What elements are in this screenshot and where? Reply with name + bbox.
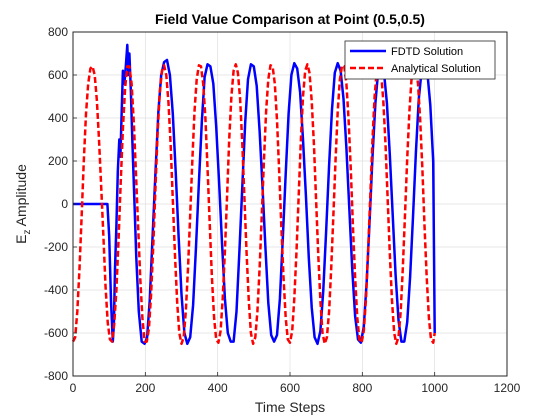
y-tick-label: 0 — [61, 197, 68, 211]
y-tick-label: -400 — [44, 283, 68, 297]
y-tick-label: 600 — [48, 68, 68, 82]
x-tick-label: 1200 — [494, 381, 521, 395]
y-tick-label: -200 — [44, 240, 68, 254]
x-tick-label: 200 — [135, 381, 155, 395]
y-tick-label: -800 — [44, 369, 68, 383]
x-tick-label: 1000 — [421, 381, 448, 395]
legend: FDTD Solution Analytical Solution — [344, 40, 496, 80]
y-axis-label-main: E — [13, 235, 29, 244]
y-tick-label: 800 — [48, 25, 68, 39]
x-tick-label: 800 — [352, 381, 372, 395]
legend-box — [344, 40, 496, 80]
chart-title: Field Value Comparison at Point (0.5,0.5… — [155, 11, 425, 27]
x-tick-label: 0 — [70, 381, 77, 395]
y-axis-label-rest: Amplitude — [13, 164, 29, 230]
x-tick-label: 400 — [208, 381, 228, 395]
y-tick-label: 400 — [48, 111, 68, 125]
series-line-fdtd — [73, 43, 436, 346]
x-tick-label: 600 — [280, 381, 300, 395]
y-axis-label-subscript: z — [22, 230, 33, 235]
y-tick-label: -600 — [44, 326, 68, 340]
ticks: 0 200 400 600 800 1000 1200 -800 -600 -400 -200 0 20… — [44, 25, 521, 395]
y-tick-label: 200 — [48, 154, 68, 168]
legend-label-analytical: Analytical Solution — [391, 63, 481, 75]
y-axis-label: Ez Amplitude — [13, 164, 33, 244]
x-axis-label: Time Steps — [255, 399, 325, 415]
series-layer — [71, 43, 436, 346]
legend-label-fdtd: FDTD Solution — [391, 46, 463, 58]
